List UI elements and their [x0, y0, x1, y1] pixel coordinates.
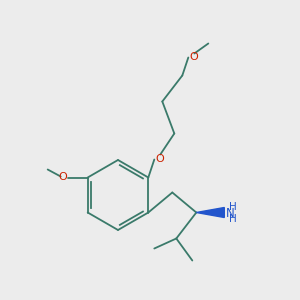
Text: O: O — [189, 52, 198, 61]
Text: H: H — [229, 214, 237, 224]
Text: H: H — [229, 202, 237, 212]
Text: O: O — [155, 154, 164, 164]
Polygon shape — [196, 208, 224, 218]
Text: O: O — [58, 172, 67, 182]
Text: N: N — [226, 207, 235, 220]
